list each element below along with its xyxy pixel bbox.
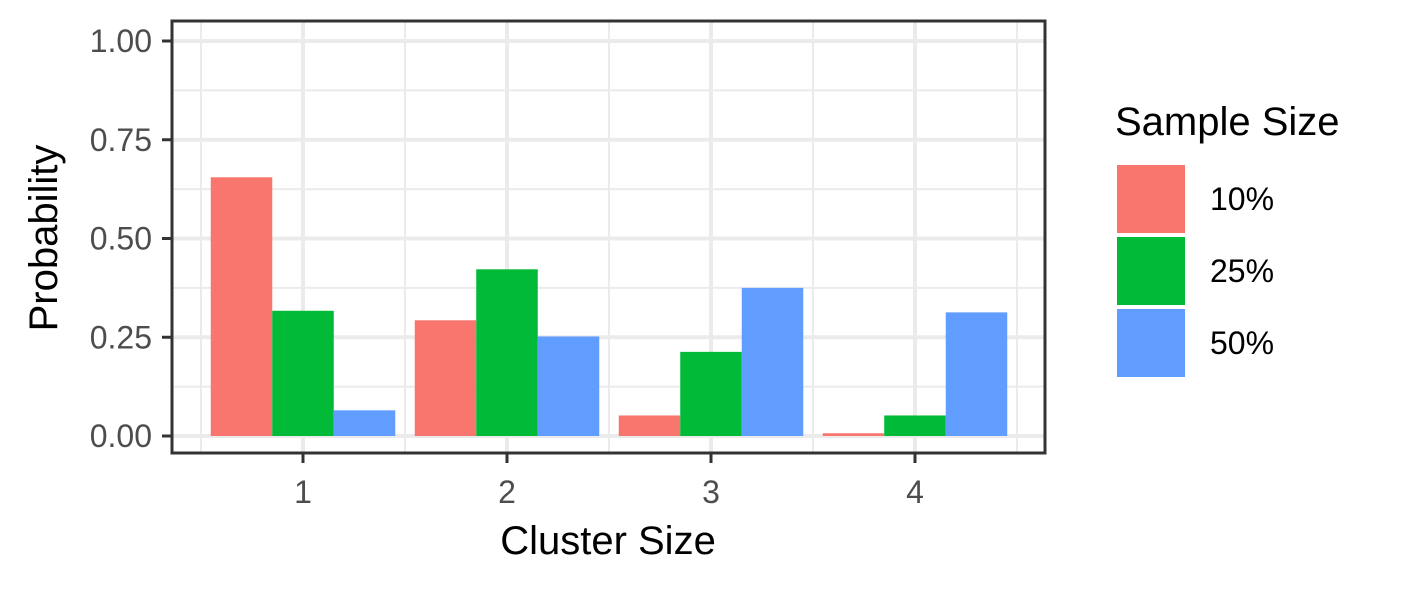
legend-key-25pct	[1117, 237, 1185, 305]
y-tick-label: 0.75	[90, 122, 152, 158]
y-tick-label: 1.00	[90, 23, 152, 59]
legend-label: 50%	[1210, 325, 1274, 361]
bar-10pct-cluster-3	[618, 415, 681, 436]
bar-50pct-cluster-2	[537, 336, 600, 436]
legend-title: Sample Size	[1115, 100, 1340, 144]
legend-label: 25%	[1210, 253, 1274, 289]
bar-25pct-cluster-2	[476, 269, 538, 436]
legend: Sample Size 10% 25% 50%	[1115, 100, 1340, 377]
x-tick-label: 1	[294, 474, 312, 510]
x-tick-label: 4	[906, 474, 924, 510]
x-tick-label: 2	[498, 474, 516, 510]
y-axis-title: Probability	[22, 145, 66, 332]
bar-10pct-cluster-2	[414, 320, 477, 436]
legend-key-10pct	[1117, 165, 1185, 233]
bar-50pct-cluster-3	[741, 287, 804, 436]
legend-label: 10%	[1210, 181, 1274, 217]
x-axis: 1 2 3 4	[294, 453, 924, 510]
y-tick-label: 0.25	[90, 319, 152, 355]
bar-50pct-cluster-4	[945, 312, 1008, 436]
x-axis-title: Cluster Size	[500, 519, 716, 563]
bar-10pct-cluster-4	[822, 433, 885, 436]
bar-50pct-cluster-1	[333, 410, 396, 436]
y-tick-label: 0.00	[90, 418, 152, 454]
x-tick-label: 3	[702, 474, 720, 510]
y-tick-label: 0.50	[90, 221, 152, 257]
bars	[210, 177, 1008, 436]
bar-25pct-cluster-3	[680, 351, 742, 436]
bar-25pct-cluster-1	[272, 310, 334, 436]
bar-25pct-cluster-4	[884, 415, 946, 436]
legend-key-50pct	[1117, 309, 1185, 377]
bar-10pct-cluster-1	[210, 177, 273, 436]
y-axis: 0.00 0.25 0.50 0.75 1.00	[90, 23, 172, 454]
